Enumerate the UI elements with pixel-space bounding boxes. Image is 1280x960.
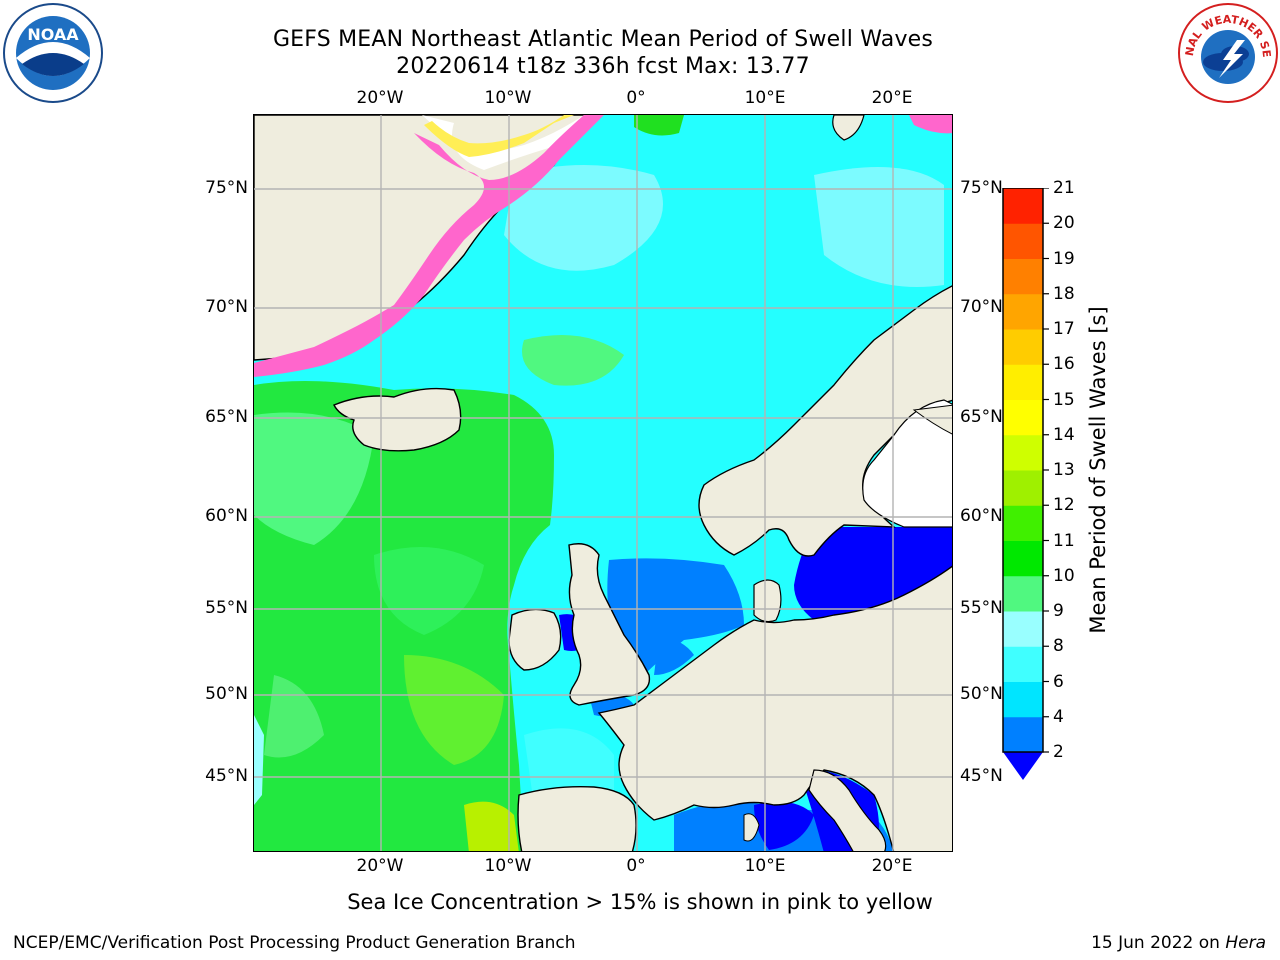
colorbar-swatch bbox=[1003, 611, 1043, 647]
colorbar-tick-label: 19 bbox=[1053, 248, 1075, 269]
footer-date-text: 15 Jun 2022 on bbox=[1091, 933, 1226, 953]
colorbar-swatch bbox=[1003, 434, 1043, 471]
chart-title: GEFS MEAN Northeast Atlantic Mean Period… bbox=[272, 27, 934, 52]
italy-land bbox=[808, 769, 887, 851]
lat-label-right: 50°N bbox=[960, 684, 1003, 704]
colorbar-swatch bbox=[1003, 293, 1043, 330]
map-panel bbox=[253, 114, 953, 852]
lat-label-left: 60°N bbox=[205, 506, 248, 526]
field-patch bbox=[754, 801, 814, 850]
colorbar-tick-label: 14 bbox=[1053, 424, 1075, 445]
colorbar-tick-label: 17 bbox=[1053, 319, 1075, 339]
footer-date: 15 Jun 2022 on Hera bbox=[1091, 933, 1266, 953]
colorbar-swatch bbox=[1003, 258, 1043, 295]
lon-label-top: 0° bbox=[626, 88, 646, 108]
colorbar-swatch bbox=[1003, 505, 1043, 541]
lon-label-top: 10°E bbox=[744, 88, 786, 108]
colorbar-tick-label: 4 bbox=[1053, 706, 1064, 727]
field-patch bbox=[654, 635, 694, 675]
finland-land bbox=[912, 404, 952, 435]
lat-label-left: 70°N bbox=[205, 297, 248, 317]
nws-logo-icon: NATIONAL WEATHER SERVICE bbox=[1177, 2, 1278, 103]
denmark-land bbox=[753, 579, 782, 623]
colorbar-swatch bbox=[1003, 399, 1043, 436]
noaa-logo-icon: NOAA bbox=[3, 3, 103, 103]
lon-label-bottom: 20°W bbox=[356, 856, 404, 876]
lat-label-right: 55°N bbox=[960, 598, 1003, 618]
colorbar-swatch bbox=[1003, 575, 1043, 612]
colorbar-under-triangle bbox=[1003, 752, 1043, 780]
field-patch bbox=[464, 801, 519, 851]
lat-label-right: 65°N bbox=[960, 407, 1003, 427]
north-sea-field bbox=[607, 558, 744, 675]
lat-label-left: 65°N bbox=[205, 407, 248, 427]
lon-label-bottom: 10°E bbox=[744, 856, 786, 876]
lat-label-left: 45°N bbox=[205, 766, 248, 786]
graticule bbox=[254, 115, 952, 851]
field-patch bbox=[522, 335, 624, 386]
colorbar-tick-label: 10 bbox=[1053, 565, 1075, 586]
colorbar bbox=[1002, 188, 1049, 780]
svalbard-land bbox=[832, 115, 865, 141]
colorbar-swatch bbox=[1003, 716, 1043, 753]
field-patch bbox=[504, 165, 663, 271]
colorbar-swatch bbox=[1003, 646, 1043, 682]
colorbar-tick-label: 6 bbox=[1053, 671, 1064, 692]
colorbar-tick-label: 21 bbox=[1053, 178, 1075, 198]
colorbar-tick-label: 15 bbox=[1053, 389, 1075, 410]
chart-subtitle: 20220614 t18z 336h fcst Max: 13.77 bbox=[396, 54, 810, 79]
colorbar-tick-label: 2 bbox=[1053, 742, 1064, 762]
field-patch bbox=[374, 547, 484, 635]
colorbar-tick-label: 11 bbox=[1053, 530, 1075, 551]
lon-label-top: 20°W bbox=[356, 88, 404, 108]
ireland-land bbox=[508, 608, 562, 671]
lat-label-left: 75°N bbox=[205, 178, 248, 198]
lat-label-right: 45°N bbox=[960, 766, 1003, 786]
iberia-land bbox=[517, 786, 637, 851]
lat-label-left: 55°N bbox=[205, 598, 248, 618]
noaa-logo-text: NOAA bbox=[27, 25, 79, 44]
colorbar-swatch bbox=[1003, 681, 1043, 718]
colorbar-label: Mean Period of Swell Waves [s] bbox=[1086, 306, 1110, 634]
field-patch bbox=[634, 115, 684, 136]
colorbar-tick-label: 9 bbox=[1053, 601, 1064, 621]
colorbar-tick-label: 13 bbox=[1053, 460, 1075, 480]
swell-period-map bbox=[254, 115, 952, 851]
field-patch bbox=[254, 715, 264, 805]
colorbar-swatch bbox=[1003, 540, 1043, 577]
colorbar-tick-label: 12 bbox=[1053, 495, 1075, 516]
field-patch bbox=[814, 167, 944, 287]
colorbar-tick-label: 16 bbox=[1053, 354, 1075, 375]
footer-branch: NCEP/EMC/Verification Post Processing Pr… bbox=[13, 933, 576, 953]
continental-europe-land bbox=[597, 565, 952, 851]
colorbar-swatch bbox=[1003, 223, 1043, 259]
sea-ice-note: Sea Ice Concentration > 15% is shown in … bbox=[347, 890, 933, 914]
colorbar-tick-label: 20 bbox=[1053, 213, 1075, 234]
colorbar-swatch bbox=[1003, 329, 1043, 365]
sea-ice-pink-band bbox=[254, 115, 604, 377]
colorbar-swatch bbox=[1003, 470, 1043, 506]
sardinia-land bbox=[743, 813, 760, 842]
lon-label-bottom: 0° bbox=[626, 856, 646, 876]
colorbar-tick-label: 8 bbox=[1053, 636, 1064, 657]
field-patch bbox=[404, 655, 504, 765]
sea-ice-pink-band bbox=[909, 115, 952, 134]
lat-label-right: 70°N bbox=[960, 297, 1003, 317]
lon-label-bottom: 10°W bbox=[484, 856, 532, 876]
colorbar-tick-label: 18 bbox=[1053, 283, 1075, 304]
lat-label-left: 50°N bbox=[205, 684, 248, 704]
lon-label-top: 20°E bbox=[871, 88, 913, 108]
lon-label-top: 10°W bbox=[484, 88, 532, 108]
iceland-land bbox=[333, 387, 462, 452]
colorbar-swatch bbox=[1003, 364, 1043, 400]
colorbar-swatch bbox=[1003, 188, 1043, 224]
field-patch bbox=[254, 412, 374, 545]
footer-machine: Hera bbox=[1225, 933, 1266, 953]
lat-label-right: 60°N bbox=[960, 506, 1003, 526]
lon-label-bottom: 20°E bbox=[871, 856, 913, 876]
sea-ice-yellow-band bbox=[424, 115, 574, 157]
lat-label-right: 75°N bbox=[960, 178, 1003, 198]
